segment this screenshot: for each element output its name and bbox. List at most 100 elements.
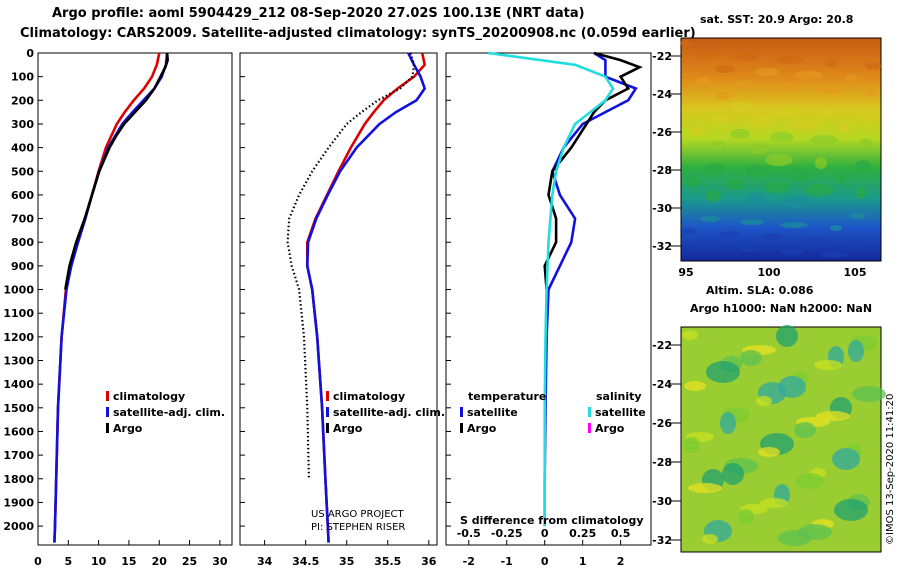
sst-texture [770, 105, 798, 115]
ytick-label: 800 [11, 236, 34, 249]
ytick-label: 400 [11, 142, 34, 155]
ytick-label: 100 [11, 71, 34, 84]
sst-map [680, 37, 882, 262]
sla-texture [848, 340, 864, 362]
series-argo [64, 52, 170, 290]
ytick-label: 200 [11, 94, 34, 107]
sst-map-title: sat. SST: 20.9 Argo: 20.8 [700, 13, 853, 26]
sla-map-title: Altim. SLA: 0.086 [706, 284, 814, 297]
sla-texture [738, 509, 754, 525]
sst-texture [730, 102, 754, 112]
sst-texture [805, 184, 833, 196]
sst-texture [765, 154, 793, 166]
legend-temperature-header: temperature [468, 390, 546, 403]
sst-texture [680, 40, 692, 46]
legend-0-0: climatology [113, 390, 185, 403]
sst-texture [815, 86, 843, 94]
sst-texture [830, 225, 842, 231]
sst-texture [815, 157, 827, 169]
ytick-label: 1800 [3, 473, 34, 486]
sst-texture [865, 62, 881, 70]
xtick-label: 34.5 [292, 555, 319, 568]
ytick-label: 1200 [3, 331, 34, 344]
sst-texture [795, 71, 823, 79]
sst-texture [720, 231, 740, 237]
xtick-label: 2 [617, 555, 625, 568]
sst-texture [730, 129, 750, 139]
ytick-label: 300 [11, 118, 34, 131]
legend-sal-argo: Argo [595, 422, 625, 435]
xtick-label: 36 [421, 555, 437, 568]
sst-texture [740, 219, 764, 225]
legend-sal-sat: satellite [595, 406, 646, 419]
legend-0-1: satellite-adj. clim. [113, 406, 225, 419]
sla-texture [720, 412, 736, 434]
sst-texture [750, 144, 770, 154]
sst-texture [735, 80, 755, 88]
sst-texture [865, 89, 877, 97]
xtick-label: 1 [579, 555, 587, 568]
sst-texture [690, 126, 706, 136]
ytick-label: 1700 [3, 449, 34, 462]
sst-texture [800, 237, 828, 243]
sst-texture [740, 246, 760, 252]
sla-texture [688, 483, 722, 493]
sst-texture [845, 74, 857, 82]
sla-texture [684, 381, 706, 391]
sst-texture [715, 92, 731, 100]
sla-texture [740, 350, 762, 366]
legend-0-1-swatch [106, 407, 109, 417]
sst-texture [855, 187, 867, 199]
legend-0-0-swatch [106, 391, 109, 401]
sst-texture [710, 114, 730, 124]
sla-ytick-label: -22 [652, 339, 672, 352]
sst-texture [745, 193, 765, 205]
sst-texture [750, 117, 774, 127]
sst-texture [695, 77, 711, 85]
legend-salinity-header: salinity [596, 390, 642, 403]
sst-texture [705, 163, 725, 175]
chart-title-line1: Argo profile: aoml 5904429_212 08-Sep-20… [52, 6, 585, 21]
legend-sal-sat-swatch [588, 407, 591, 417]
legend-sal-argo-swatch [588, 423, 591, 433]
sst-texture [735, 53, 759, 61]
sst-texture [780, 222, 808, 228]
sst-ytick-label: -24 [652, 88, 672, 101]
argo-pi-label: PI: STEPHEN RISER [311, 522, 405, 533]
imos-credit: ©IMOS 13-Sep-2020 11:41:20 [885, 394, 896, 545]
sst-texture [780, 249, 804, 255]
sst-texture [775, 83, 799, 91]
sst-texture [715, 65, 735, 73]
sst-texture [850, 213, 866, 219]
sst-texture [785, 196, 809, 208]
sla-texture [722, 463, 744, 485]
sst-texture [810, 135, 838, 145]
sst-texture [710, 141, 726, 151]
sal-xtick-label: 0.25 [569, 527, 596, 540]
legend-1-1: satellite-adj. clim. [333, 406, 445, 419]
xtick-label: -2 [463, 555, 475, 568]
sst-texture [785, 169, 813, 181]
xtick-label: 35 [339, 555, 354, 568]
sla-texture [702, 534, 718, 544]
legend-1-2: Argo [333, 422, 363, 435]
sst-xtick-label: 95 [678, 266, 693, 279]
sla-texture [794, 422, 816, 438]
sal-xtick-label: 0.5 [611, 527, 631, 540]
panel-frame-temperature [37, 52, 233, 546]
sst-texture [840, 123, 852, 133]
sla-texture [816, 411, 850, 421]
legend-1-0: climatology [333, 390, 405, 403]
sst-ytick-label: -30 [652, 202, 672, 215]
legend-0-2: Argo [113, 422, 143, 435]
legend-0-2-swatch [106, 423, 109, 433]
sst-texture [695, 50, 715, 58]
sst-texture [700, 216, 720, 222]
sla-ytick-label: -30 [652, 495, 672, 508]
sst-texture [765, 181, 789, 193]
legend-temp-argo: Argo [467, 422, 497, 435]
series-salinity-satellite [487, 51, 615, 527]
sst-texture [745, 166, 769, 178]
xtick-label: 0 [34, 555, 42, 568]
